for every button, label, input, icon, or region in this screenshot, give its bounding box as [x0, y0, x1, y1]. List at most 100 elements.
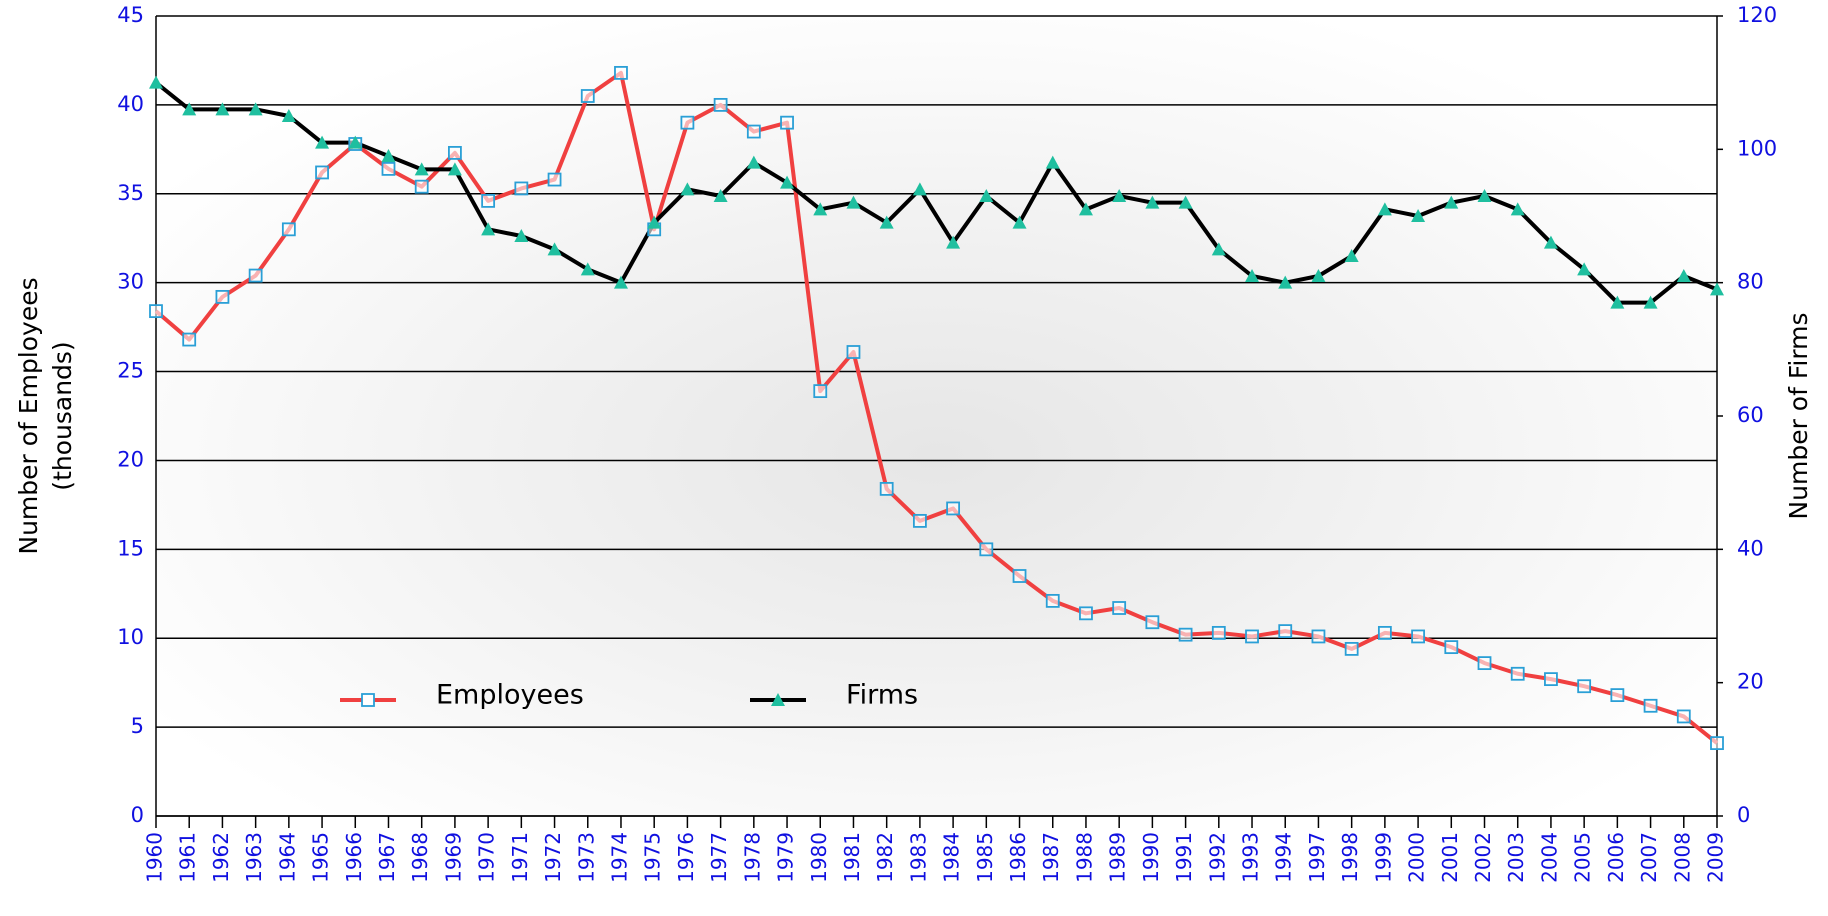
data-point: [1112, 189, 1127, 202]
data-point: [1012, 215, 1027, 229]
data-point: [182, 332, 197, 347]
data-point: [614, 65, 628, 80]
y-tick-label: 45: [117, 3, 144, 27]
y2-tick-label: 80: [1737, 270, 1764, 294]
data-point: [514, 229, 529, 242]
data-point: [315, 135, 330, 149]
x-tick-label: 1961: [176, 832, 200, 883]
x-tick-label: 1981: [840, 832, 864, 883]
data-point: [1577, 679, 1592, 694]
data-point: [1145, 615, 1160, 630]
data-point: [1643, 698, 1658, 713]
data-point: [946, 501, 961, 516]
data-point: [1245, 269, 1260, 282]
data-point: [448, 145, 462, 160]
data-point: [381, 149, 396, 162]
x-tick-label: 1990: [1139, 832, 1163, 883]
data-point: [879, 481, 894, 496]
x-tick-label: 1965: [309, 832, 333, 883]
data-point: [713, 97, 728, 112]
y2-tick-label: 60: [1737, 403, 1764, 427]
data-point: [1577, 262, 1592, 276]
data-point: [481, 222, 496, 236]
x-tick-label: 1989: [1106, 832, 1130, 883]
x-tick-label: 1987: [1039, 832, 1063, 883]
data-point: [215, 289, 230, 304]
x-tick-label: 1988: [1072, 832, 1096, 883]
data-point: [1610, 295, 1625, 309]
x-tick-label: 1966: [342, 832, 366, 883]
x-tick-label: 1991: [1172, 832, 1196, 883]
series-line: [154, 81, 1718, 305]
data-point: [1544, 672, 1558, 687]
x-tick-label: 1978: [740, 832, 764, 883]
data-point: [680, 115, 695, 130]
data-point: [1079, 606, 1093, 621]
data-point: [1178, 195, 1193, 209]
data-point: [580, 262, 595, 276]
data-point: [1145, 195, 1160, 209]
x-tick-label: 1977: [707, 832, 731, 883]
data-point: [1311, 629, 1326, 644]
data-point: [1510, 202, 1525, 216]
x-tick-label: 1975: [641, 832, 665, 883]
data-point: [1710, 282, 1724, 296]
data-point: [1078, 202, 1093, 216]
x-tick-label: 1969: [441, 832, 465, 883]
data-point: [846, 345, 861, 359]
data-point: [1643, 295, 1658, 309]
data-point: [281, 109, 296, 122]
x-tick-label: 1992: [1205, 832, 1229, 883]
data-point: [215, 102, 230, 116]
x-tick-label: 1963: [242, 832, 266, 883]
data-point: [647, 215, 662, 229]
y2-axis-title: Number of Firms: [1784, 312, 1813, 519]
x-tick-label: 1968: [408, 832, 432, 883]
data-point: [746, 155, 761, 169]
data-point: [879, 215, 894, 229]
x-tick-label: 1997: [1305, 832, 1329, 883]
x-tick-label: 2005: [1571, 832, 1595, 883]
data-point: [1344, 249, 1359, 262]
y-tick-label: 5: [131, 714, 144, 738]
data-point: [979, 189, 994, 202]
data-point: [1278, 624, 1293, 639]
data-point: [514, 181, 529, 196]
x-tick-label: 1983: [906, 832, 930, 883]
x-tick-label: 1994: [1272, 832, 1296, 883]
y-tick-label: 35: [117, 181, 144, 205]
legend-label: Employees: [436, 680, 584, 711]
x-tick-label: 2000: [1405, 832, 1429, 883]
x-tick-label: 1979: [774, 832, 798, 883]
data-point: [481, 193, 496, 208]
x-tick-label: 2007: [1637, 832, 1661, 883]
data-point: [946, 235, 961, 249]
legend-marker: [361, 693, 375, 707]
data-point: [1411, 209, 1426, 222]
data-point: [813, 384, 828, 399]
x-tick-label: 1985: [973, 832, 997, 883]
data-point: [746, 124, 761, 139]
x-tick-label: 1964: [275, 832, 299, 883]
x-tick-label: 1976: [674, 832, 698, 883]
data-point: [1444, 195, 1459, 209]
data-point: [713, 189, 728, 202]
data-point: [846, 195, 861, 209]
x-tick-label: 1962: [209, 832, 233, 883]
x-tick-label: 1960: [143, 832, 167, 883]
data-point: [613, 275, 628, 289]
data-point: [547, 172, 562, 187]
data-point: [1311, 269, 1326, 282]
x-tick-label: 1993: [1239, 832, 1263, 883]
data-point: [447, 162, 462, 176]
y2-tick-label: 100: [1737, 136, 1777, 160]
data-point: [315, 165, 329, 180]
data-point: [248, 268, 263, 283]
x-tick-label: 1974: [607, 832, 631, 883]
data-point: [248, 102, 263, 116]
legend-marker: [771, 693, 785, 706]
y-tick-label: 10: [117, 625, 144, 649]
x-tick-label: 1980: [807, 832, 831, 883]
x-tick-label: 2002: [1471, 832, 1495, 883]
